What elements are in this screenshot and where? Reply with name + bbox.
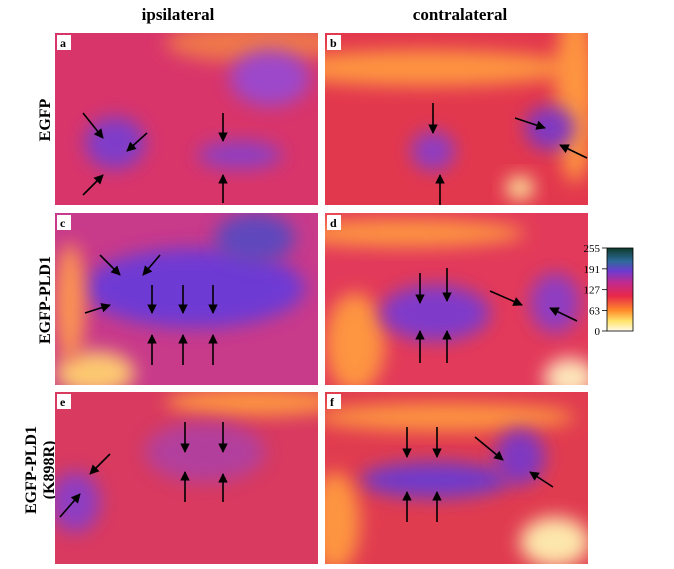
signal-region — [506, 176, 534, 200]
image-panel: d — [285, 213, 596, 398]
panel-letter: c — [60, 216, 66, 230]
colorbar-tick-label: 191 — [584, 264, 601, 276]
signal-region — [275, 50, 575, 86]
signal-region — [360, 462, 510, 498]
signal-region — [555, 3, 595, 183]
panel-letter: a — [60, 36, 66, 50]
image-panel: b — [275, 3, 595, 205]
colorbar-tick-label: 127 — [584, 285, 601, 297]
panel-letter: b — [330, 36, 337, 50]
row-label: EGFP-PLD1 — [37, 256, 54, 344]
image-panel: f — [310, 392, 590, 564]
panel-letter: e — [60, 395, 66, 409]
image-panel: a — [55, 23, 345, 205]
signal-region — [215, 213, 295, 263]
signal-region — [411, 131, 455, 171]
signal-region — [230, 50, 310, 106]
colorbar-tick-label: 63 — [589, 305, 601, 317]
signal-region — [55, 243, 85, 363]
signal-region — [325, 293, 385, 393]
figure: ipsilateral contralateral EGFP EGFP-PLD1… — [0, 0, 674, 564]
signal-region — [198, 141, 282, 169]
signal-region — [165, 388, 345, 416]
signal-region — [145, 422, 265, 482]
signal-region — [285, 219, 525, 247]
image-panel: c — [55, 213, 318, 395]
signal-region — [525, 106, 575, 150]
signal-region — [530, 273, 580, 333]
colorbar-tick-label: 255 — [584, 243, 601, 255]
column-header: contralateral — [413, 5, 508, 24]
colorbar — [607, 248, 633, 331]
row-label: EGFP — [37, 98, 54, 141]
signal-region — [50, 472, 100, 532]
panel-letter: d — [330, 216, 337, 230]
row-label: EGFP-PLD1 — [23, 426, 40, 514]
column-header: ipsilateral — [142, 5, 215, 24]
signal-region — [380, 285, 490, 341]
signal-region — [315, 403, 575, 431]
colorbar-tick-label: 0 — [595, 326, 601, 338]
image-panel: e — [50, 388, 345, 564]
